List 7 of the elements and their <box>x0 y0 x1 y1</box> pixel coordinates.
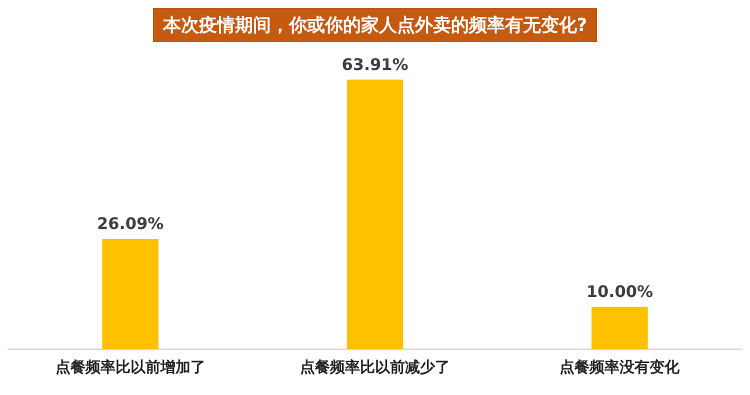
x-tick-label: 点餐频率比以前增加了 <box>55 358 206 376</box>
data-label: 63.91% <box>342 54 408 74</box>
chart-title: 本次疫情期间，你或你的家人点外卖的频率有无变化? <box>152 8 598 42</box>
x-tick-label: 点餐频率比以前减少了 <box>300 358 450 376</box>
data-label: 26.09% <box>97 214 164 234</box>
data-label: 10.00% <box>586 282 653 302</box>
x-tick-label: 点餐频率没有变化 <box>560 358 681 376</box>
